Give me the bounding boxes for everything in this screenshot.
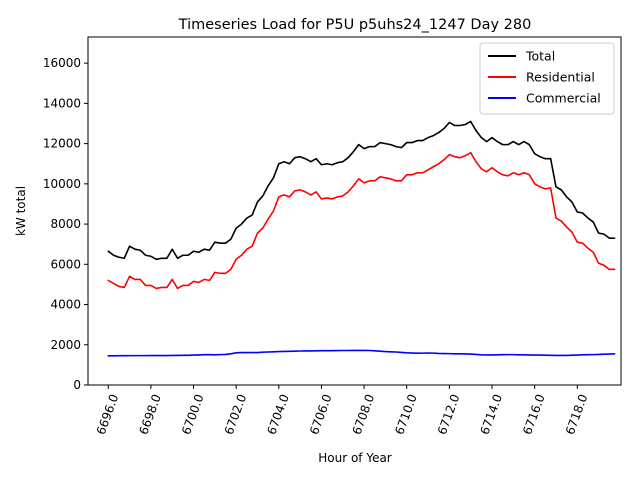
y-tick-label: 6000: [50, 257, 81, 271]
x-axis-label: Hour of Year: [318, 451, 392, 465]
y-axis: 0 2000 4000 6000 8000 10000 12000 14000 16000: [43, 56, 88, 392]
series-line-commercial: [107, 349, 616, 357]
legend: Total Residential Commercial: [479, 42, 615, 115]
series-line-total: [107, 120, 616, 261]
plot-frame: [87, 36, 622, 386]
y-tick-label: 12000: [43, 137, 81, 151]
chart-title: Timeseries Load for P5U p5uhs24_1247 Day…: [178, 17, 532, 33]
series-line-residential: [107, 151, 616, 290]
y-axis-label: kW total: [14, 186, 28, 236]
y-tick-label: 10000: [43, 177, 81, 191]
y-tick-label: 14000: [43, 96, 81, 110]
legend-label-total: Total: [525, 49, 555, 64]
y-tick-label: 16000: [43, 56, 81, 70]
y-tick-label: 8000: [50, 217, 81, 231]
y-tick-label: 2000: [50, 338, 81, 352]
y-tick-label: 0: [73, 378, 81, 392]
legend-box: [479, 42, 615, 115]
legend-label-residential: Residential: [526, 70, 595, 85]
y-tick-label: 4000: [50, 298, 81, 312]
legend-label-commercial: Commercial: [526, 91, 601, 106]
series-layer: [107, 120, 616, 357]
